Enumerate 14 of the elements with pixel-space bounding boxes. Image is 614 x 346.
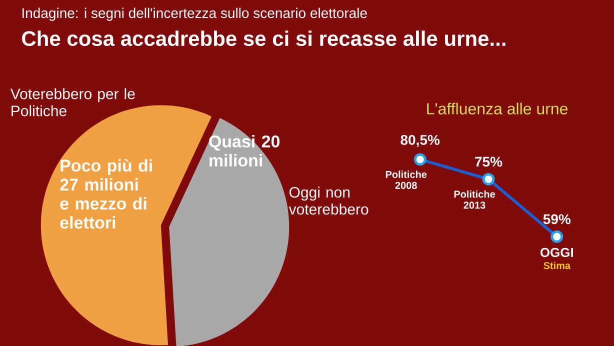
chart-title: L'affluenza alle urne [427, 102, 568, 114]
x-tick-label: Politiche 2008 [386, 170, 427, 189]
slice-label: Oggi non voterebbero [288, 186, 368, 215]
chart-subtitle: Che cosa accadrebbe se ci si recasse alle urne... [22, 30, 506, 46]
x-tick-label: Politiche 2013 [454, 190, 496, 209]
data-label: Poco più di 27 milioni e mezzo di elettori [60, 159, 152, 229]
text: Stima [544, 262, 571, 270]
data-label: 59% [543, 214, 571, 224]
data-label: 75% [475, 156, 502, 167]
chart-title: Indagine: i segni dell'incertezza sullo scenario elettorale [22, 8, 367, 21]
data-label: Quasi 20 milioni [209, 135, 280, 166]
data-label: 80,5% [400, 134, 440, 147]
slice-label: Voterebbero per le Politiche [10, 88, 135, 116]
x-tick-label: OGGI [540, 248, 574, 258]
